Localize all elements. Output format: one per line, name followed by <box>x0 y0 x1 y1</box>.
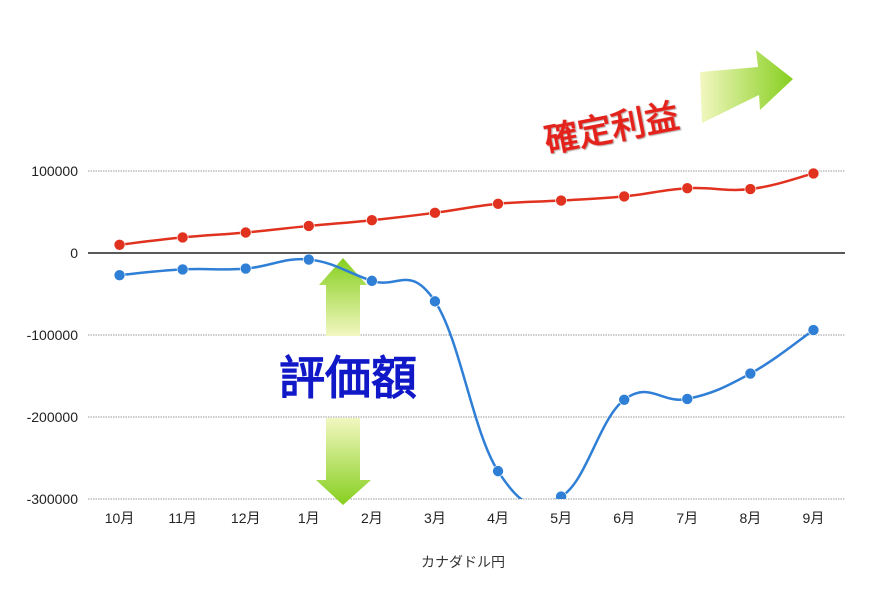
x-tick-label: 3月 <box>424 510 446 526</box>
realized-profit-point <box>492 198 504 210</box>
valuation-point <box>366 275 378 287</box>
y-tick-label: -200000 <box>27 409 79 425</box>
realized-profit-point <box>239 226 252 239</box>
x-tick-label: 4月 <box>487 510 509 526</box>
realized-profit-line <box>119 172 814 247</box>
x-tick-label: 7月 <box>676 510 698 526</box>
valuation-point <box>744 367 757 380</box>
realized-profit-point <box>807 167 820 180</box>
valuation-point <box>239 262 252 275</box>
valuation-line <box>119 257 815 499</box>
valuation-point <box>113 269 126 281</box>
valuation-arrow-down <box>316 418 371 505</box>
valuation-point <box>807 324 820 336</box>
valuation-point <box>492 465 504 477</box>
y-tick-label: 100000 <box>31 163 78 179</box>
realized-profit-annotation: 確定利益 <box>541 96 682 161</box>
valuation-point <box>555 490 567 499</box>
x-tick-label: 9月 <box>803 510 825 526</box>
y-axis-ticks: 100000 0 -100000 -200000 -300000 <box>27 163 79 507</box>
valuation-series <box>113 253 820 499</box>
realized-profit-point <box>302 220 315 232</box>
valuation-point <box>429 295 441 308</box>
realized-profit-series <box>113 167 820 251</box>
valuation-point <box>302 253 315 266</box>
x-axis-ticks: 10月 11月 12月 1月 2月 3月 4月 5月 6月 7月 8月 9月 <box>105 510 825 526</box>
grid-layer <box>88 170 845 500</box>
valuation-annotation: 評価額 <box>279 351 417 405</box>
realized-profit-point <box>366 214 378 226</box>
x-axis-title: カナダドル円 <box>421 554 505 570</box>
x-tick-label: 8月 <box>739 510 761 526</box>
realized-profit-point <box>555 194 567 207</box>
realized-profit-point <box>744 183 757 195</box>
series-layer <box>113 167 820 499</box>
y-tick-label: -100000 <box>27 327 79 343</box>
valuation-point <box>681 393 694 405</box>
valuation-point <box>618 393 631 406</box>
realized-profit-point <box>429 207 441 219</box>
y-tick-label: 0 <box>70 245 78 261</box>
x-tick-label: 11月 <box>168 510 197 526</box>
y-tick-label: -300000 <box>27 491 79 507</box>
realized-profit-point <box>681 182 694 195</box>
x-tick-label: 12月 <box>231 510 261 526</box>
x-tick-label: 5月 <box>550 510 572 526</box>
valuation-arrow-up <box>319 258 367 336</box>
realized-profit-point <box>618 190 631 203</box>
realized-profit-point <box>113 239 126 251</box>
x-tick-label: 6月 <box>613 510 635 526</box>
x-tick-label: 1月 <box>298 510 320 526</box>
realized-profit-point <box>176 231 189 244</box>
x-tick-label: 2月 <box>361 510 383 526</box>
valuation-point <box>176 263 189 276</box>
realized-profit-arrow <box>700 50 793 123</box>
x-tick-label: 10月 <box>105 510 135 526</box>
